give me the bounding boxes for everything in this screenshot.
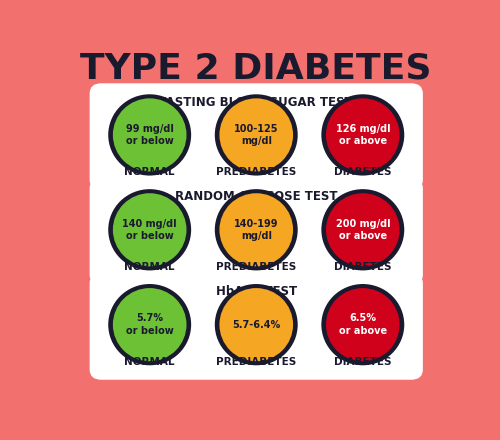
Ellipse shape bbox=[326, 99, 400, 172]
Ellipse shape bbox=[326, 193, 400, 266]
Ellipse shape bbox=[113, 193, 186, 266]
Text: 100-125
mg/dl: 100-125 mg/dl bbox=[234, 124, 278, 146]
Text: NORMAL: NORMAL bbox=[124, 262, 175, 272]
Text: 140-199
mg/dl: 140-199 mg/dl bbox=[234, 219, 278, 241]
Text: DIABETES: DIABETES bbox=[334, 262, 392, 272]
FancyBboxPatch shape bbox=[90, 178, 423, 285]
Ellipse shape bbox=[215, 189, 298, 271]
Text: TYPE 2 DIABETES: TYPE 2 DIABETES bbox=[80, 51, 432, 85]
Text: PREDIABETES: PREDIABETES bbox=[216, 262, 296, 272]
Text: 6.5%
or above: 6.5% or above bbox=[339, 313, 387, 336]
Ellipse shape bbox=[322, 284, 404, 365]
Ellipse shape bbox=[220, 99, 293, 172]
Ellipse shape bbox=[108, 284, 191, 365]
Text: 140 mg/dl
or below: 140 mg/dl or below bbox=[122, 219, 177, 241]
Text: DIABETES: DIABETES bbox=[334, 357, 392, 367]
Text: DIABETES: DIABETES bbox=[334, 167, 392, 177]
Ellipse shape bbox=[215, 284, 298, 365]
Ellipse shape bbox=[113, 99, 186, 172]
Text: FASTING BLOOD SUGAR TEST: FASTING BLOOD SUGAR TEST bbox=[160, 95, 353, 109]
Text: HbA1C TEST: HbA1C TEST bbox=[216, 285, 297, 298]
Ellipse shape bbox=[108, 189, 191, 271]
Ellipse shape bbox=[220, 193, 293, 266]
Text: PREDIABETES: PREDIABETES bbox=[216, 167, 296, 177]
Ellipse shape bbox=[220, 288, 293, 361]
Text: PREDIABETES: PREDIABETES bbox=[216, 357, 296, 367]
Ellipse shape bbox=[113, 288, 186, 361]
Ellipse shape bbox=[322, 94, 404, 176]
Text: NORMAL: NORMAL bbox=[124, 357, 175, 367]
Ellipse shape bbox=[322, 189, 404, 271]
Text: 99 mg/dl
or below: 99 mg/dl or below bbox=[126, 124, 174, 146]
Text: RANDOM GLUCOSE TEST: RANDOM GLUCOSE TEST bbox=[175, 191, 338, 203]
Text: 5.7-6.4%: 5.7-6.4% bbox=[232, 319, 280, 330]
Text: 5.7%
or below: 5.7% or below bbox=[126, 313, 174, 336]
Text: 126 mg/dl
or above: 126 mg/dl or above bbox=[336, 124, 390, 146]
FancyBboxPatch shape bbox=[90, 273, 423, 380]
Ellipse shape bbox=[108, 94, 191, 176]
Ellipse shape bbox=[215, 94, 298, 176]
Text: NORMAL: NORMAL bbox=[124, 167, 175, 177]
Text: 200 mg/dl
or above: 200 mg/dl or above bbox=[336, 219, 390, 241]
FancyBboxPatch shape bbox=[90, 83, 423, 190]
Ellipse shape bbox=[326, 288, 400, 361]
